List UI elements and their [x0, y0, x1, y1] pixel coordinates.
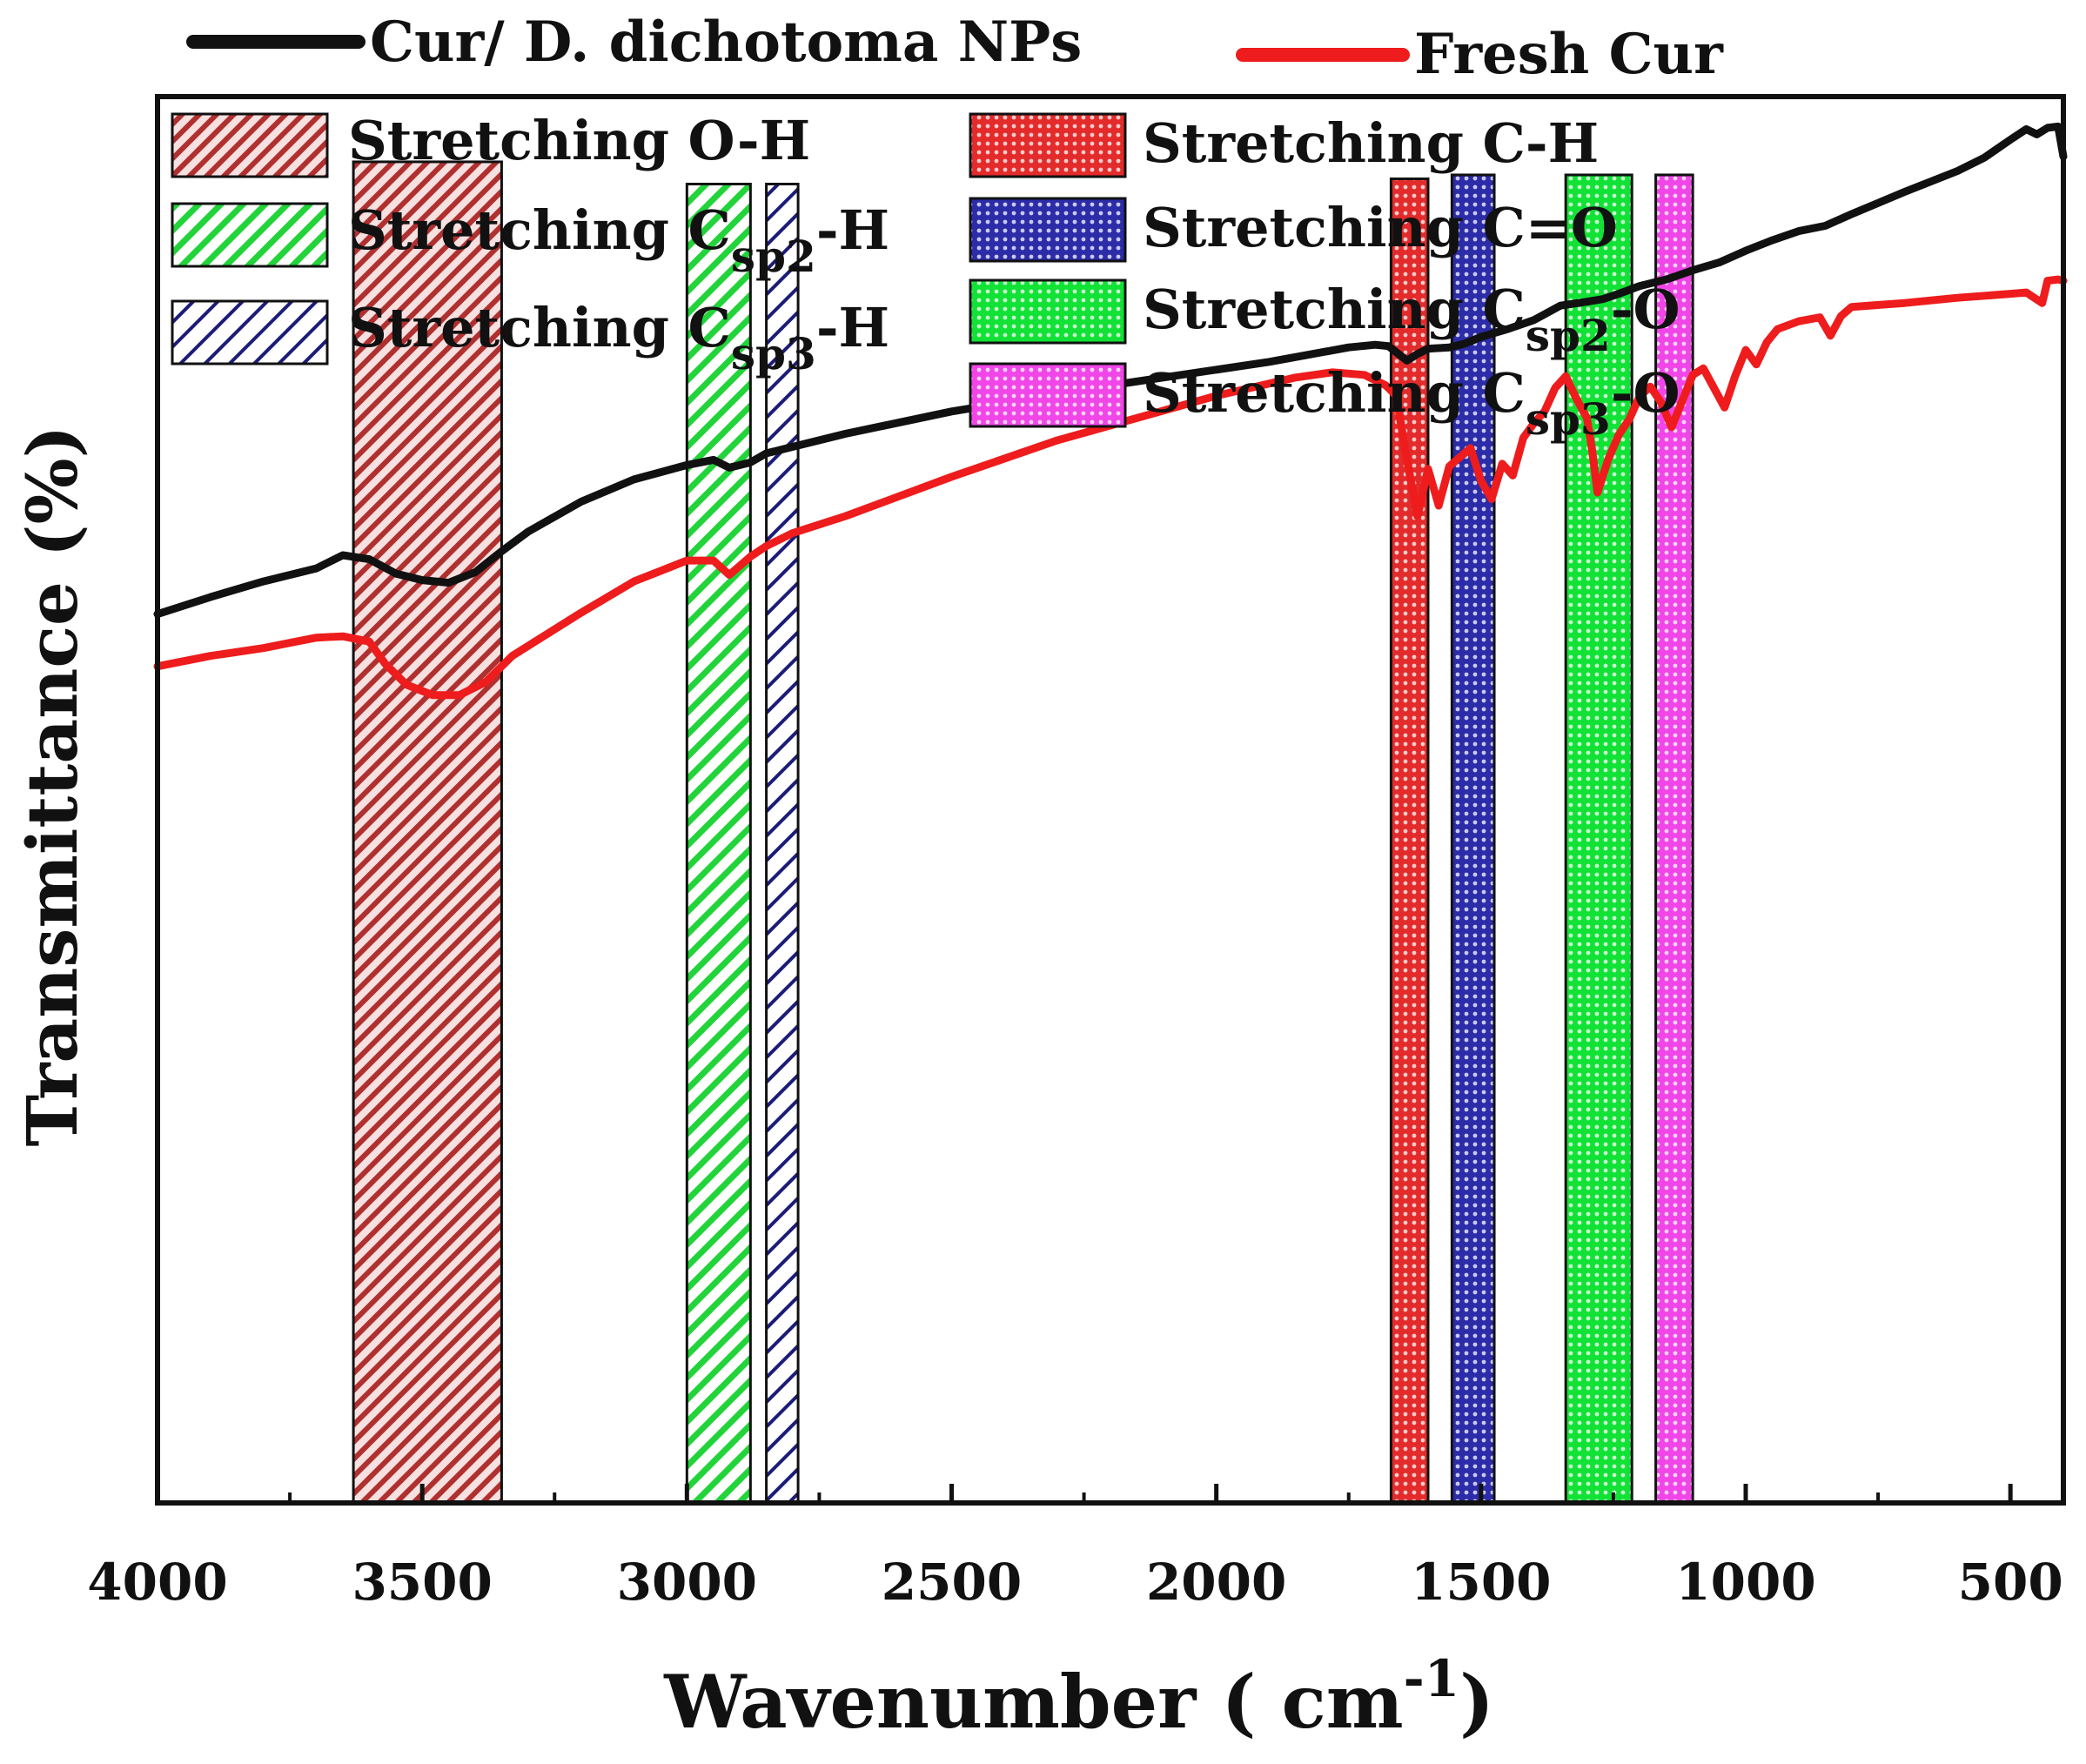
x-tick-label: 3000 [617, 1553, 757, 1612]
band-legend-swatch-0 [171, 112, 329, 178]
x-tick-label: 1000 [1675, 1553, 1815, 1612]
band-legend-label-3: Stretching C-H [1143, 111, 1599, 175]
band-legend-swatch-5 [969, 278, 1127, 345]
band-legend-label-6: Stretching Csp3-O [1143, 361, 1680, 445]
legend-label-red: Fresh Cur [1414, 22, 1724, 87]
band-legend-swatch-2 [171, 299, 329, 366]
series-line-fresh-cur [153, 275, 2068, 700]
plot-frame [155, 94, 2066, 1506]
x-tick-label: 2000 [1146, 1553, 1286, 1612]
band-legend-label-1: Stretching Csp2-H [348, 198, 889, 282]
y-axis-label: Transmittance (%) [11, 425, 93, 1146]
x-tick-label: 2500 [882, 1553, 1022, 1612]
series-legend: Cur/ D. dichotoma NPs Fresh Cur [186, 10, 1724, 87]
band-legend-label-5: Stretching Csp2-O [1143, 278, 1680, 361]
band-legend-swatch-1 [171, 202, 329, 268]
legend-label-black: Cur/ D. dichotoma NPs [370, 10, 1082, 75]
band-legend-swatch-6 [969, 362, 1127, 428]
band-legend-label-4: Stretching C=O [1143, 196, 1618, 259]
band-legend-label-0: Stretching O-H [348, 109, 810, 172]
spectra-lines [153, 122, 2068, 700]
band-region-1 [685, 182, 752, 1505]
band-region-2 [765, 182, 800, 1505]
band-legend-swatch-4 [969, 197, 1127, 263]
band-legend-label-2: Stretching Csp3-H [348, 296, 889, 379]
band-region-0 [352, 160, 503, 1505]
series-line-cur-d-dichotoma [153, 122, 2068, 619]
band-legend-swatch-3 [969, 112, 1127, 178]
x-axis-label: Wavenumber ( cm-1) [663, 1649, 1494, 1745]
x-axis-ticks: 4000 3500 3000 2500 2000 1500 1000 500 [87, 1484, 2063, 1612]
band-legend: Stretching O-H Stretching Csp2-H Stretchin… [171, 109, 1680, 445]
x-tick-label: 500 [1958, 1553, 2063, 1612]
x-tick-label: 1500 [1411, 1553, 1551, 1612]
x-tick-label: 4000 [87, 1553, 227, 1612]
x-tick-label: 3500 [352, 1553, 492, 1612]
